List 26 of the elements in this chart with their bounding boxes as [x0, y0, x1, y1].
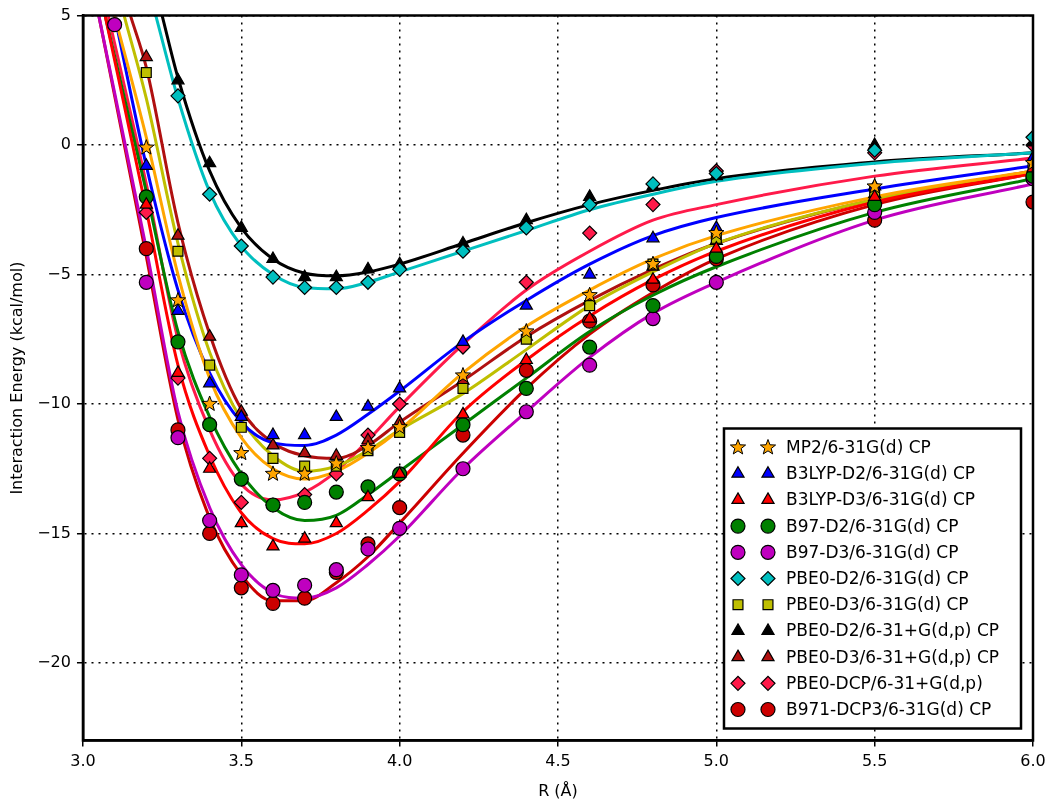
legend-label: PBE0-D3/6-31+G(d,p) CP — [785, 646, 999, 667]
x-tick-label: 6.0 — [1020, 751, 1046, 771]
legend-label: MP2/6-31G(d) CP — [785, 436, 931, 457]
y-tick-label: −20 — [37, 652, 71, 672]
x-tick-label: 3.0 — [70, 751, 96, 771]
y-tick-label: 0 — [60, 134, 71, 154]
y-tick-label: 5 — [60, 4, 71, 24]
x-tick-label: 5.5 — [861, 751, 888, 771]
legend-label: PBE0-D3/6-31G(d) CP — [785, 594, 969, 615]
x-axis-title: R (Å) — [538, 780, 578, 800]
x-tick-label: 4.5 — [545, 751, 571, 771]
legend-label: PBE0-D2/6-31+G(d,p) CP — [785, 620, 999, 641]
legend-label: B97-D3/6-31G(d) CP — [785, 541, 959, 562]
legend-label: B971-DCP3/6-31G(d) CP — [785, 698, 992, 719]
legend-label: B97-D2/6-31G(d) CP — [785, 515, 959, 536]
y-tick-label: −5 — [47, 263, 71, 283]
y-tick-label: −15 — [37, 522, 71, 542]
legend-label: B3LYP-D2/6-31G(d) CP — [785, 463, 976, 484]
y-axis-title: Interaction Energy (kcal/mol) — [6, 261, 26, 495]
legend-label: PBE0-DCP/6-31+G(d,p) — [785, 672, 983, 693]
x-tick-label: 4.0 — [386, 751, 413, 771]
legend-label: PBE0-D2/6-31G(d) CP — [785, 567, 969, 588]
x-tick-label: 3.5 — [228, 751, 255, 771]
legend-label: B3LYP-D3/6-31G(d) CP — [785, 489, 976, 510]
x-tick-label: 5.0 — [703, 751, 730, 771]
y-tick-label: −10 — [37, 393, 71, 413]
